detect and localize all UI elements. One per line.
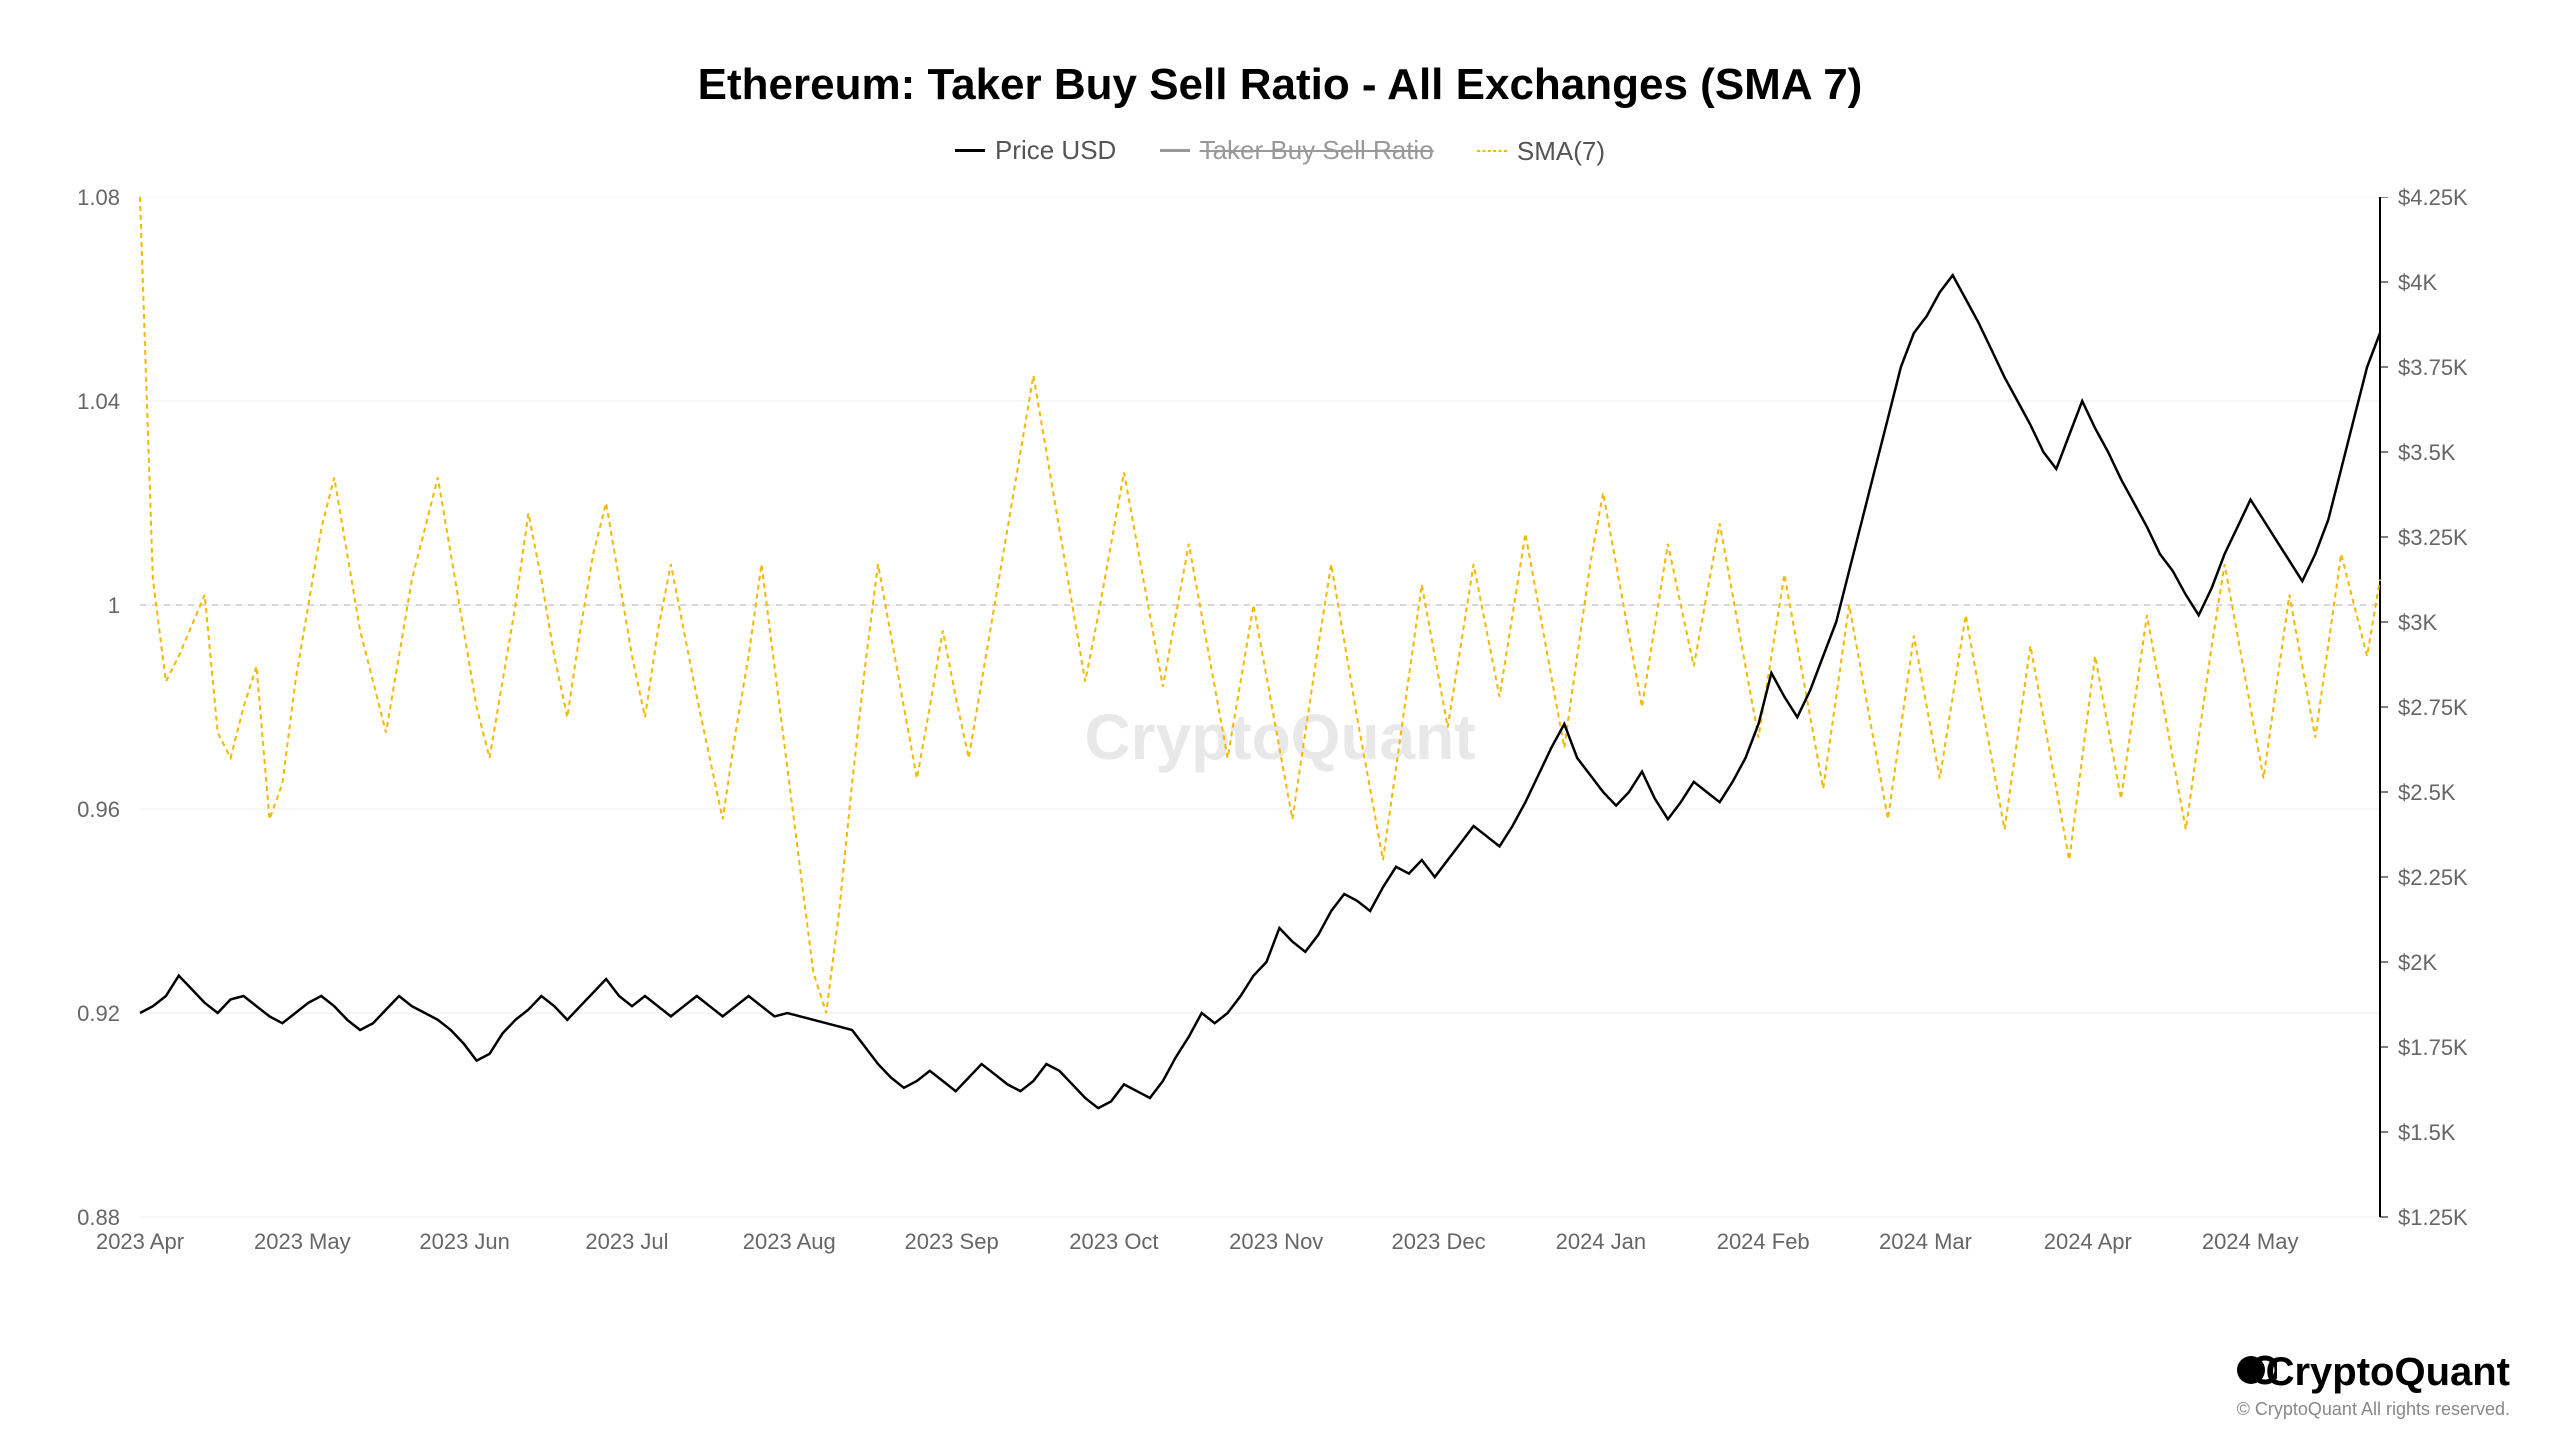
chart-svg <box>50 197 2510 1277</box>
legend: Price USD Taker Buy Sell Ratio SMA(7) <box>50 128 2510 167</box>
legend-label-ratio: Taker Buy Sell Ratio <box>1200 135 1434 166</box>
legend-swatch-sma <box>1477 150 1507 152</box>
brand: CryptoQuant <box>2237 1350 2510 1395</box>
brand-icon <box>2237 1350 2277 1390</box>
brand-text: CryptoQuant <box>2266 1350 2510 1395</box>
legend-item-price[interactable]: Price USD <box>955 135 1116 166</box>
footer: CryptoQuant © CryptoQuant All rights res… <box>2237 1350 2510 1420</box>
legend-swatch-ratio <box>1160 149 1190 152</box>
legend-label-sma: SMA(7) <box>1517 136 1605 167</box>
legend-label-price: Price USD <box>995 135 1116 166</box>
chart-title: Ethereum: Taker Buy Sell Ratio - All Exc… <box>50 60 2510 110</box>
chart-container: Ethereum: Taker Buy Sell Ratio - All Exc… <box>50 60 2510 1400</box>
plot-area: CryptoQuant 0.880.920.9611.041.08$1.25K$… <box>50 197 2510 1277</box>
legend-swatch-price <box>955 149 985 152</box>
legend-item-sma[interactable]: SMA(7) <box>1477 136 1605 167</box>
copyright: © CryptoQuant All rights reserved. <box>2237 1399 2510 1420</box>
legend-item-ratio[interactable]: Taker Buy Sell Ratio <box>1160 135 1434 166</box>
